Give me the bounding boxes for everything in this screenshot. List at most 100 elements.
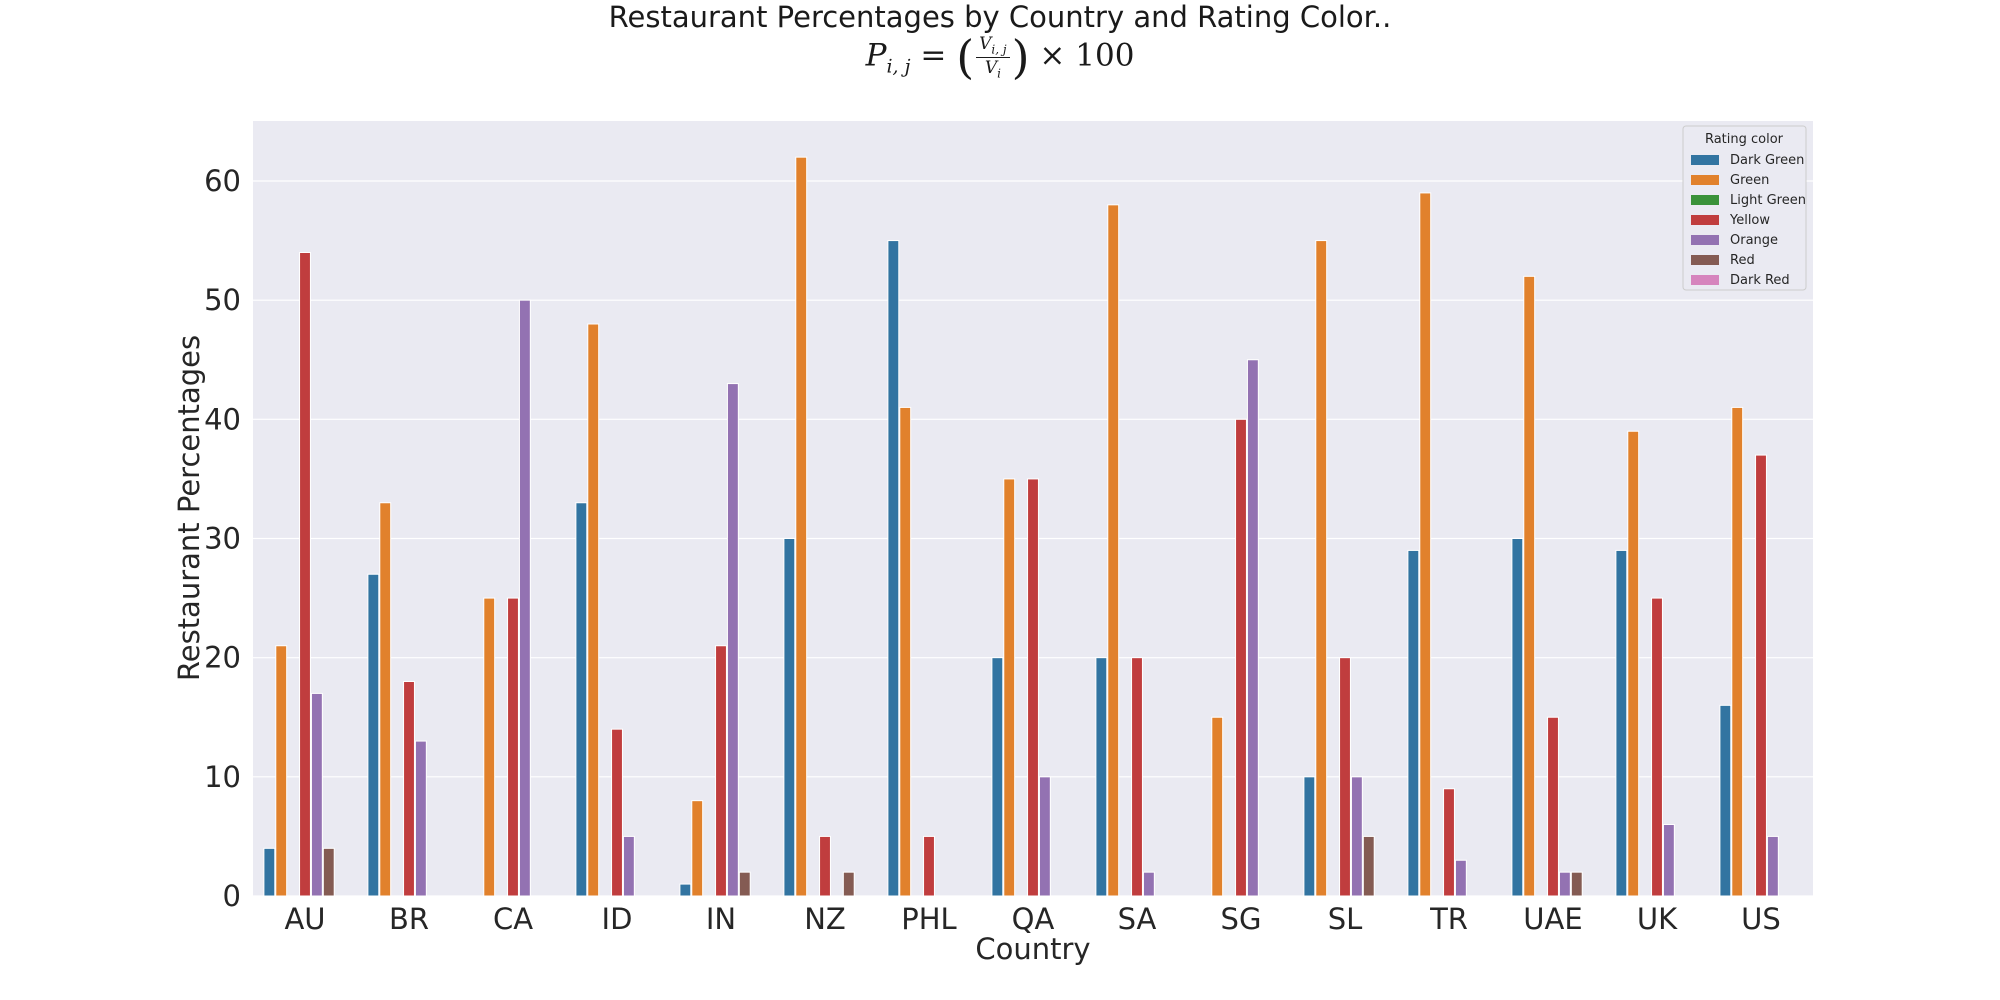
bar-QA-orange <box>1038 776 1051 897</box>
bar-SL-green <box>1315 240 1328 897</box>
formula-fraction: Vi, j Vi <box>976 34 1010 80</box>
chart-title: Restaurant Percentages by Country and Ra… <box>608 0 1392 34</box>
legend-swatch <box>1691 255 1719 265</box>
bar-UAE-yellow <box>1547 716 1559 897</box>
bar-AU-dark-green <box>263 847 276 897</box>
legend-swatch <box>1691 215 1719 225</box>
formula-den: V <box>984 57 998 78</box>
x-tick-label: ID <box>602 902 633 936</box>
formula-num: V <box>979 34 992 55</box>
y-tick-label: 10 <box>204 760 241 794</box>
bar-SL-red <box>1362 835 1375 897</box>
bar-NZ-yellow <box>819 835 831 897</box>
y-tick-label: 40 <box>204 402 241 436</box>
bar-IN-yellow <box>715 645 727 897</box>
bar-UAE-green <box>1523 275 1536 897</box>
bar-AU-yellow <box>299 252 311 897</box>
bar-SA-dark-green <box>1095 657 1108 897</box>
y-tick-label: 50 <box>204 283 241 317</box>
x-tick-label: PHL <box>901 902 956 936</box>
bar-AU-red <box>322 847 335 897</box>
y-axis-title: Restaurant Percentages <box>172 335 206 681</box>
formula-den-sub: i <box>997 65 1001 80</box>
chart-subtitle-formula: Pi, j = (Vi, j Vi) × 100 <box>865 30 1135 84</box>
x-tick-label: UK <box>1637 902 1678 936</box>
bar-ID-dark-green <box>575 502 588 897</box>
x-tick-label: US <box>1741 902 1781 936</box>
bar-SA-orange <box>1142 871 1155 897</box>
x-tick-label: AU <box>284 902 325 936</box>
legend-label: Green <box>1730 173 1769 188</box>
bar-BR-yellow <box>403 681 415 897</box>
legend-label: Orange <box>1730 233 1778 248</box>
bar-UK-orange <box>1662 824 1675 897</box>
bar-UAE-orange <box>1558 871 1571 897</box>
bar-UK-dark-green <box>1615 549 1628 897</box>
bar-QA-dark-green <box>991 657 1004 897</box>
x-tick-labels: AU BR CA ID IN NZ PHL QA SA SG SL TR UAE UK US <box>284 902 1780 936</box>
bar-US-green <box>1731 406 1744 897</box>
legend-swatch <box>1691 235 1719 245</box>
bar-PHL-green <box>899 406 912 897</box>
bar-TR-yellow <box>1443 788 1455 897</box>
bar-TR-green <box>1419 192 1432 897</box>
legend-swatch <box>1691 275 1719 285</box>
bar-ID-orange <box>622 835 635 897</box>
bar-TR-orange <box>1454 859 1467 897</box>
x-tick-label: BR <box>389 902 429 936</box>
legend-swatch <box>1691 175 1719 185</box>
x-tick-label: TR <box>1429 902 1468 936</box>
bar-ID-green <box>587 323 600 897</box>
bar-NZ-dark-green <box>783 538 796 897</box>
bar-NZ-green <box>795 156 808 897</box>
bar-CA-orange <box>518 299 531 897</box>
bar-IN-red <box>738 871 751 897</box>
bar-AU-green <box>275 645 288 897</box>
bar-QA-yellow <box>1027 478 1039 897</box>
legend-label: Red <box>1730 253 1755 268</box>
bar-TR-dark-green <box>1407 549 1420 897</box>
x-tick-label: CA <box>493 902 533 936</box>
y-tick-label: 60 <box>204 164 241 198</box>
formula-num-sub: i, j <box>991 42 1007 57</box>
bar-SA-yellow <box>1131 657 1143 897</box>
legend-box <box>1682 125 1807 291</box>
x-tick-label: IN <box>706 902 736 936</box>
legend-title: Rating color <box>1705 132 1784 147</box>
bar-UAE-dark-green <box>1511 538 1524 897</box>
formula-times: × 100 <box>1039 37 1135 74</box>
bar-AU-orange <box>310 692 323 897</box>
formula-lhs: P <box>865 37 887 74</box>
bar-BR-green <box>379 502 392 897</box>
bar-BR-orange <box>414 740 427 897</box>
y-tick-labels: 0 10 20 30 40 50 60 <box>204 164 241 913</box>
bar-SL-dark-green <box>1303 776 1316 897</box>
legend-label: Dark Green <box>1730 153 1804 168</box>
legend-label: Dark Red <box>1730 273 1790 288</box>
bar-UAE-red <box>1570 871 1583 897</box>
bars <box>263 156 1779 897</box>
legend-label: Yellow <box>1729 213 1770 228</box>
x-tick-label: SG <box>1221 902 1262 936</box>
y-tick-label: 30 <box>204 522 241 556</box>
x-tick-label: QA <box>1012 902 1055 936</box>
bar-SA-green <box>1107 204 1120 897</box>
bar-CA-yellow <box>507 597 519 897</box>
bar-BR-dark-green <box>367 573 380 897</box>
bar-PHL-dark-green <box>887 240 900 897</box>
legend-swatch <box>1691 155 1719 165</box>
bar-QA-green <box>1003 478 1016 897</box>
bar-IN-green <box>691 800 704 897</box>
bar-SL-orange <box>1350 776 1363 897</box>
bar-SG-yellow <box>1235 418 1247 897</box>
x-tick-label: SL <box>1328 902 1363 936</box>
y-tick-label: 20 <box>204 641 241 675</box>
bar-US-yellow <box>1755 454 1767 897</box>
x-axis-title: Country <box>975 932 1090 966</box>
formula-lhs-sub: i, j <box>886 55 911 78</box>
bar-PHL-yellow <box>923 835 935 897</box>
bar-UK-green <box>1627 430 1640 897</box>
bar-SL-yellow <box>1339 657 1351 897</box>
bar-CA-green <box>483 597 496 897</box>
